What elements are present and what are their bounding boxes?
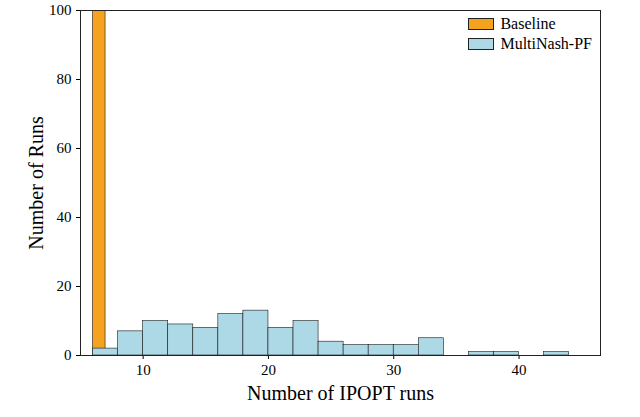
svg-text:30: 30 xyxy=(386,362,401,378)
svg-text:Number of Runs: Number of Runs xyxy=(25,116,47,250)
svg-text:10: 10 xyxy=(136,362,151,378)
html-text:MultiNash-PF: MultiNash-PF xyxy=(500,35,592,52)
svg-text:20: 20 xyxy=(261,362,276,378)
svg-text:40: 40 xyxy=(512,362,527,378)
svg-text:0: 0 xyxy=(64,347,72,363)
svg-text:60: 60 xyxy=(57,140,72,156)
html-text:Baseline: Baseline xyxy=(500,15,556,32)
svg-text:40: 40 xyxy=(57,209,72,225)
svg-text:20: 20 xyxy=(57,278,72,294)
svg-text:Number of IPOPT runs: Number of IPOPT runs xyxy=(247,382,434,404)
svg-text:80: 80 xyxy=(57,71,72,87)
svg-text:100: 100 xyxy=(49,2,72,18)
